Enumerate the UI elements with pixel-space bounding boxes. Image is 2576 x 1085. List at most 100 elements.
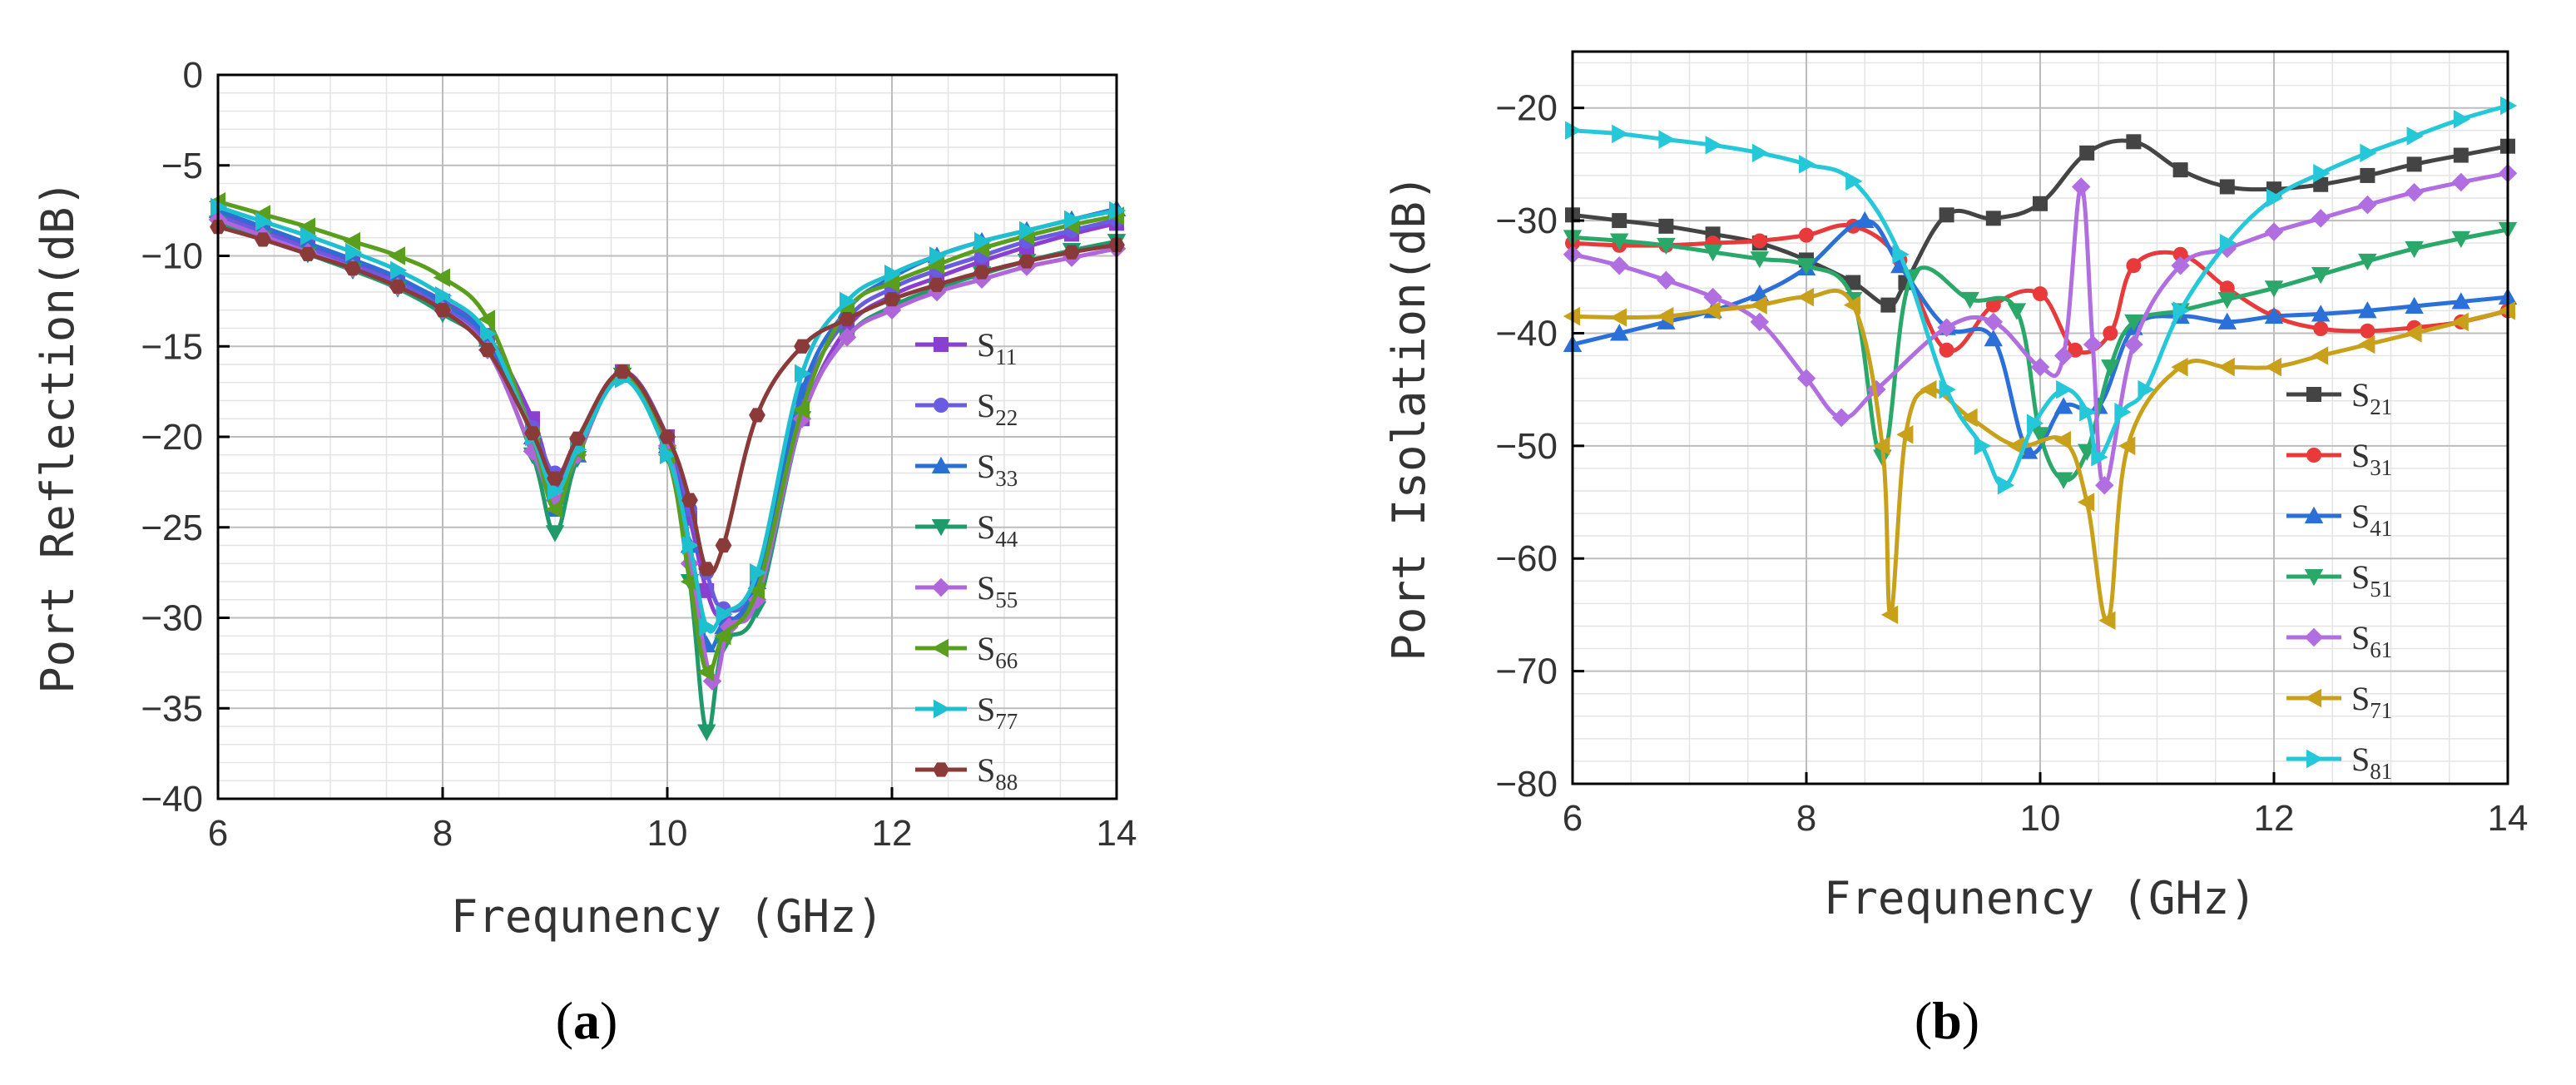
legend-label: S31 <box>2351 437 2392 480</box>
y-tick-label: −35 <box>141 688 203 729</box>
data-point-S55 <box>882 300 902 320</box>
legend-item-S21: S21 <box>2286 376 2392 419</box>
data-point-S81 <box>1705 136 1722 155</box>
y-tick-label: −5 <box>161 146 203 186</box>
legend-label: S44 <box>977 508 1018 552</box>
data-point-S66 <box>714 627 731 646</box>
data-point-S88 <box>1018 254 1035 269</box>
data-point-S88 <box>547 471 563 486</box>
data-point-S81 <box>2453 109 2471 129</box>
legend-item-S77: S77 <box>915 691 1018 734</box>
data-point-S66 <box>545 499 562 519</box>
x-tick-label: 10 <box>2020 798 2061 839</box>
data-point-S21 <box>2406 156 2422 172</box>
data-point-S21 <box>2219 179 2235 195</box>
data-point-S81 <box>1612 124 1629 144</box>
data-point-S81 <box>1845 171 1863 191</box>
series-line-S31 <box>1572 223 2509 355</box>
data-point-S88 <box>614 364 631 379</box>
legend-label: S71 <box>2351 680 2392 723</box>
data-point-S77 <box>1019 220 1037 240</box>
series-S77 <box>211 197 1127 637</box>
data-point-S51 <box>2101 359 2120 377</box>
data-point-S71 <box>1750 295 1767 315</box>
x-tick-label: 14 <box>1097 813 1137 854</box>
data-point-S66 <box>697 662 715 681</box>
data-point-S71 <box>1873 436 1890 456</box>
data-point-S77 <box>255 211 273 231</box>
legend-marker <box>931 577 951 597</box>
data-point-S51 <box>2358 253 2377 271</box>
legend-item-S22: S22 <box>915 387 1018 430</box>
y-tick-label: −40 <box>1495 313 1558 354</box>
x-tick-label: 12 <box>2254 798 2295 839</box>
data-point-S41 <box>2053 397 2073 414</box>
data-point-S77 <box>699 617 716 637</box>
data-point-S88 <box>794 339 810 354</box>
data-point-S41 <box>2311 305 2331 322</box>
data-point-S81 <box>1939 379 1956 399</box>
data-point-S61 <box>1984 312 2004 332</box>
legend-item-S51: S51 <box>2286 558 2392 602</box>
data-point-S71 <box>1796 287 1814 307</box>
data-point-S21 <box>1658 218 1674 234</box>
data-point-S21 <box>1612 213 1627 229</box>
data-point-S81 <box>2138 379 2155 399</box>
data-point-S71 <box>2118 436 2136 456</box>
data-point-S31 <box>2068 342 2083 358</box>
y-tick-label: −40 <box>141 779 203 820</box>
legend-marker <box>2304 688 2321 708</box>
data-point-S77 <box>547 482 565 501</box>
data-point-S71 <box>1843 295 1861 315</box>
data-point-S81 <box>2406 126 2424 146</box>
data-point-S21 <box>1880 297 1896 313</box>
series-line-S51 <box>1572 227 2509 483</box>
series-line-S21 <box>1572 138 2509 308</box>
data-point-S88 <box>698 562 716 577</box>
data-point-S51 <box>2405 240 2424 259</box>
data-point-S51 <box>1703 244 1722 262</box>
data-point-S88 <box>389 279 406 295</box>
legend-label: S22 <box>977 387 1018 430</box>
data-point-S66 <box>388 246 405 265</box>
data-point-S81 <box>2266 188 2284 208</box>
legend-label: S51 <box>2351 558 2392 602</box>
data-point-S61 <box>2124 334 2143 354</box>
series-line-S66 <box>217 199 1117 676</box>
data-point-S66 <box>433 268 450 287</box>
legend-item-S44: S44 <box>915 508 1018 552</box>
data-point-S71 <box>1609 308 1627 327</box>
data-point-S61 <box>2071 177 2091 196</box>
data-point-S71 <box>1960 408 1978 428</box>
series-line-S88 <box>217 225 1117 575</box>
y-tick-label: −25 <box>141 508 203 548</box>
data-point-S81 <box>1892 245 1910 264</box>
legend: S21 S31 S41 S51 S61 S71 S81 <box>2286 376 2392 784</box>
data-point-S31 <box>2313 321 2329 337</box>
data-point-S77 <box>750 562 767 582</box>
data-point-S88 <box>524 426 541 441</box>
data-point-S61 <box>2264 222 2284 241</box>
data-point-S88 <box>973 265 990 280</box>
data-point-S41 <box>2358 301 2377 319</box>
y-axis-title: Port Isolation(dB) <box>1383 174 1435 661</box>
data-point-S88 <box>569 431 586 446</box>
data-point-S61 <box>1796 369 1816 388</box>
data-point-S61 <box>1831 408 1851 428</box>
data-point-S41 <box>1609 324 1629 341</box>
data-point-S21 <box>2126 134 2142 150</box>
data-point-S61 <box>2311 209 2331 228</box>
data-point-S88 <box>715 538 732 553</box>
data-point-S61 <box>1657 270 1676 290</box>
data-point-S21 <box>2172 162 2188 178</box>
legend-item-S61: S61 <box>2286 619 2392 662</box>
legend-marker <box>931 638 949 658</box>
data-point-S21 <box>2079 145 2095 161</box>
legend-marker <box>2304 506 2324 523</box>
data-point-S77 <box>660 445 677 464</box>
data-point-S77 <box>435 286 453 305</box>
data-point-S81 <box>1658 130 1676 149</box>
legend-item-S71: S71 <box>2286 680 2392 723</box>
data-point-S31 <box>2360 323 2375 339</box>
